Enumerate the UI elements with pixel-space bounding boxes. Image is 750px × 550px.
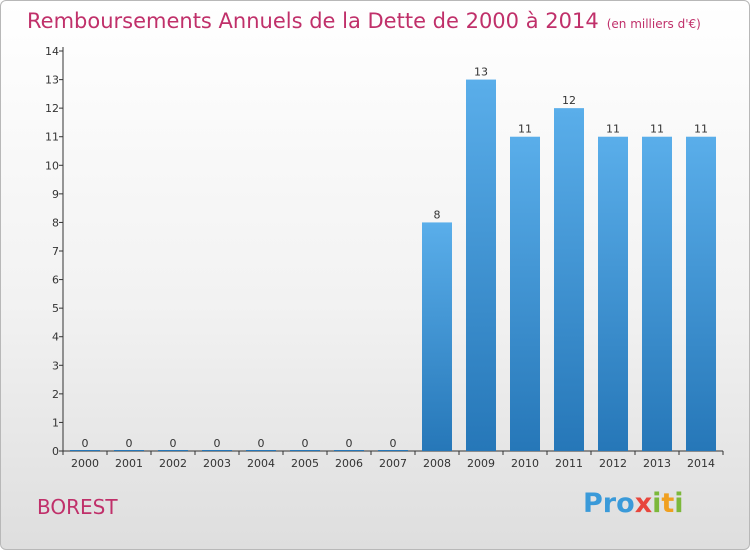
logo-letter: P <box>583 488 603 519</box>
proxiti-logo: Proxiti <box>583 488 684 519</box>
y-tick-label: 14 <box>45 45 59 58</box>
data-label: 0 <box>126 437 133 450</box>
logo-letter: i <box>652 488 662 519</box>
x-tick-label: 2012 <box>599 457 627 470</box>
data-label: 11 <box>606 123 620 136</box>
data-label: 0 <box>346 437 353 450</box>
x-tick-label: 2010 <box>511 457 539 470</box>
bar <box>290 450 320 451</box>
data-label: 13 <box>474 66 488 79</box>
x-tick-label: 2004 <box>247 457 275 470</box>
y-tick-label: 6 <box>52 274 59 287</box>
y-tick-label: 0 <box>52 445 59 458</box>
y-tick-label: 10 <box>45 159 59 172</box>
logo-letter: t <box>661 488 675 519</box>
x-tick-label: 2006 <box>335 457 363 470</box>
y-tick-label: 12 <box>45 102 59 115</box>
x-tick-label: 2011 <box>555 457 583 470</box>
bar <box>466 79 496 452</box>
bar <box>422 222 452 451</box>
logo-letter: i <box>674 488 684 519</box>
data-label: 11 <box>518 123 532 136</box>
y-tick-label: 13 <box>45 74 59 87</box>
chart-title-text: Remboursements Annuels de la Dette de 20… <box>27 9 599 33</box>
data-label: 0 <box>390 437 397 450</box>
chart-unit: (en milliers d'€) <box>606 17 701 31</box>
data-label: 0 <box>258 437 265 450</box>
data-label: 12 <box>562 94 576 107</box>
y-tick-label: 8 <box>52 216 59 229</box>
chart-title: Remboursements Annuels de la Dette de 20… <box>27 9 701 33</box>
data-label: 8 <box>434 208 441 221</box>
logo-letter: r <box>602 488 617 519</box>
y-tick-label: 9 <box>52 188 59 201</box>
data-label: 0 <box>82 437 89 450</box>
x-tick-label: 2008 <box>423 457 451 470</box>
x-tick-label: 2014 <box>687 457 715 470</box>
x-tick-label: 2013 <box>643 457 671 470</box>
y-tick-label: 4 <box>52 331 59 344</box>
bar <box>642 136 672 451</box>
y-tick-label: 1 <box>52 416 59 429</box>
x-tick-label: 2009 <box>467 457 495 470</box>
bar <box>246 450 276 451</box>
bar <box>378 450 408 451</box>
commune-name: BOREST <box>37 495 118 519</box>
y-tick-label: 7 <box>52 245 59 258</box>
y-tick-label: 2 <box>52 388 59 401</box>
x-tick-label: 2002 <box>159 457 187 470</box>
bar <box>554 108 584 452</box>
data-label: 0 <box>214 437 221 450</box>
bar <box>510 136 540 451</box>
logo-letter: o <box>616 488 635 519</box>
bar <box>158 450 188 451</box>
bar <box>114 450 144 451</box>
logo-letter: x <box>634 488 653 519</box>
y-tick-label: 3 <box>52 359 59 372</box>
bar <box>686 136 716 451</box>
data-label: 0 <box>302 437 309 450</box>
bar <box>598 136 628 451</box>
bar <box>70 450 100 451</box>
data-label: 11 <box>650 123 664 136</box>
data-label: 11 <box>694 123 708 136</box>
bar <box>202 450 232 451</box>
x-tick-label: 2005 <box>291 457 319 470</box>
bar <box>334 450 364 451</box>
x-tick-label: 2007 <box>379 457 407 470</box>
x-tick-label: 2003 <box>203 457 231 470</box>
data-label: 0 <box>170 437 177 450</box>
y-tick-label: 11 <box>45 131 59 144</box>
y-tick-label: 5 <box>52 302 59 315</box>
x-tick-label: 2000 <box>71 457 99 470</box>
x-tick-label: 2001 <box>115 457 143 470</box>
